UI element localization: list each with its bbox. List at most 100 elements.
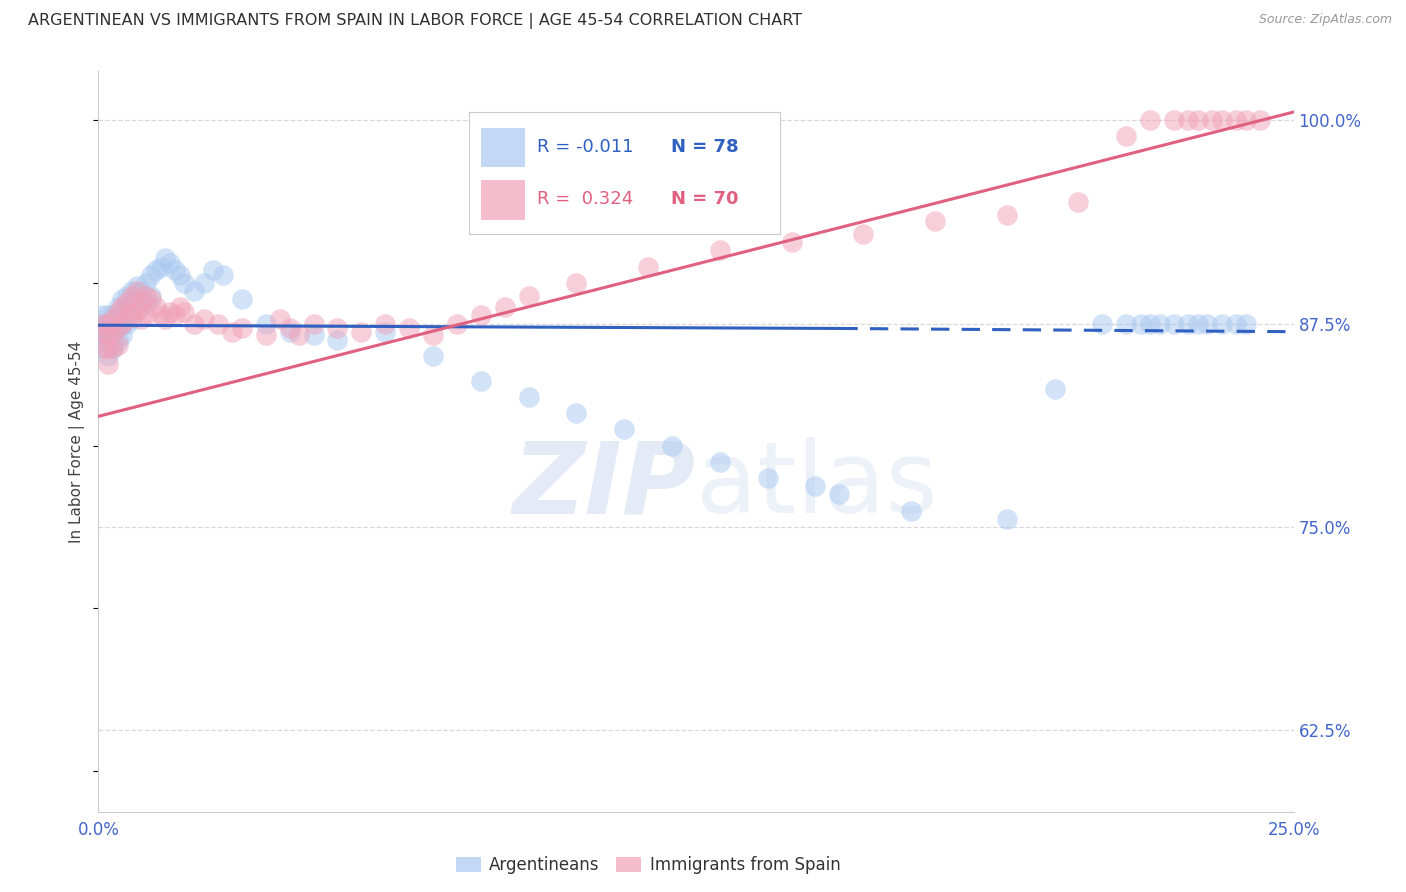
Point (326, 333, 349, 347)
Point (900, 504, 922, 518)
Point (101, 341, 124, 355)
Point (756, 471, 779, 485)
Point (302, 317, 325, 331)
Point (1043, 382, 1066, 396)
Point (1187, 113, 1209, 128)
Point (131, 301, 153, 315)
Text: ZIP: ZIP (513, 437, 696, 534)
Point (125, 279, 148, 293)
Point (139, 292, 162, 306)
Point (97, 357, 120, 371)
Text: Source: ZipAtlas.com: Source: ZipAtlas.com (1258, 13, 1392, 27)
Point (111, 317, 134, 331)
Point (135, 276, 157, 290)
Point (1211, 317, 1233, 331)
Point (97, 349, 120, 363)
Point (1197, 317, 1219, 331)
Point (121, 305, 143, 319)
Point (207, 317, 229, 331)
Point (97, 328, 120, 343)
Point (1139, 317, 1161, 331)
Y-axis label: In Labor Force | Age 45-54: In Labor Force | Age 45-54 (69, 341, 86, 542)
Point (115, 317, 138, 331)
Point (183, 317, 205, 331)
Point (193, 311, 215, 326)
Point (446, 317, 468, 331)
Point (422, 328, 444, 343)
Point (115, 295, 138, 310)
Point (139, 289, 162, 303)
Point (780, 235, 803, 250)
Text: atlas: atlas (696, 437, 938, 534)
Point (101, 311, 124, 326)
Text: ARGENTINEAN VS IMMIGRANTS FROM SPAIN IN LABOR FORCE | AGE 45-54 CORRELATION CHAR: ARGENTINEAN VS IMMIGRANTS FROM SPAIN IN … (28, 13, 803, 29)
Point (517, 390, 540, 404)
Point (254, 317, 277, 331)
Point (115, 301, 138, 315)
Point (398, 321, 420, 335)
Point (135, 289, 157, 303)
Point (97, 325, 120, 339)
Point (97, 333, 120, 347)
Point (269, 311, 291, 326)
Point (111, 328, 134, 343)
Point (125, 303, 148, 318)
Point (1139, 113, 1161, 128)
Point (145, 263, 167, 277)
Point (1163, 113, 1185, 128)
Point (91, 333, 114, 347)
Point (231, 321, 253, 335)
Point (494, 301, 516, 315)
Legend: Argentineans, Immigrants from Spain: Argentineans, Immigrants from Spain (449, 850, 848, 881)
Point (1201, 113, 1223, 128)
Point (135, 295, 157, 310)
Point (326, 321, 349, 335)
Point (97, 341, 120, 355)
Point (422, 349, 444, 363)
Point (995, 512, 1018, 526)
Point (637, 260, 659, 274)
Point (155, 311, 177, 326)
Point (149, 309, 172, 323)
Point (1225, 317, 1247, 331)
Point (1211, 113, 1233, 128)
Point (121, 311, 143, 326)
Point (91, 341, 114, 355)
Point (111, 305, 134, 319)
Point (1177, 113, 1199, 128)
Point (91, 317, 114, 331)
Point (107, 333, 129, 347)
Point (101, 325, 124, 339)
Point (135, 309, 157, 323)
Point (1177, 317, 1199, 331)
Point (91, 309, 114, 323)
Point (155, 252, 177, 266)
Point (97, 317, 120, 331)
Point (91, 317, 114, 331)
Point (278, 325, 301, 339)
Point (163, 309, 186, 323)
Point (924, 214, 946, 228)
Point (183, 284, 205, 298)
Point (159, 256, 181, 270)
Point (288, 328, 311, 343)
Point (173, 276, 195, 290)
Point (101, 317, 124, 331)
Point (1249, 113, 1271, 128)
Point (169, 301, 191, 315)
Point (173, 305, 195, 319)
Point (202, 263, 225, 277)
Point (470, 309, 492, 323)
Point (1129, 317, 1152, 331)
Point (163, 263, 186, 277)
Point (115, 311, 138, 326)
Point (107, 337, 129, 351)
Point (125, 284, 148, 298)
Point (111, 317, 134, 331)
Point (565, 276, 588, 290)
Point (1067, 194, 1090, 209)
Point (91, 325, 114, 339)
Point (131, 284, 153, 298)
Point (101, 325, 124, 339)
Point (1163, 317, 1185, 331)
